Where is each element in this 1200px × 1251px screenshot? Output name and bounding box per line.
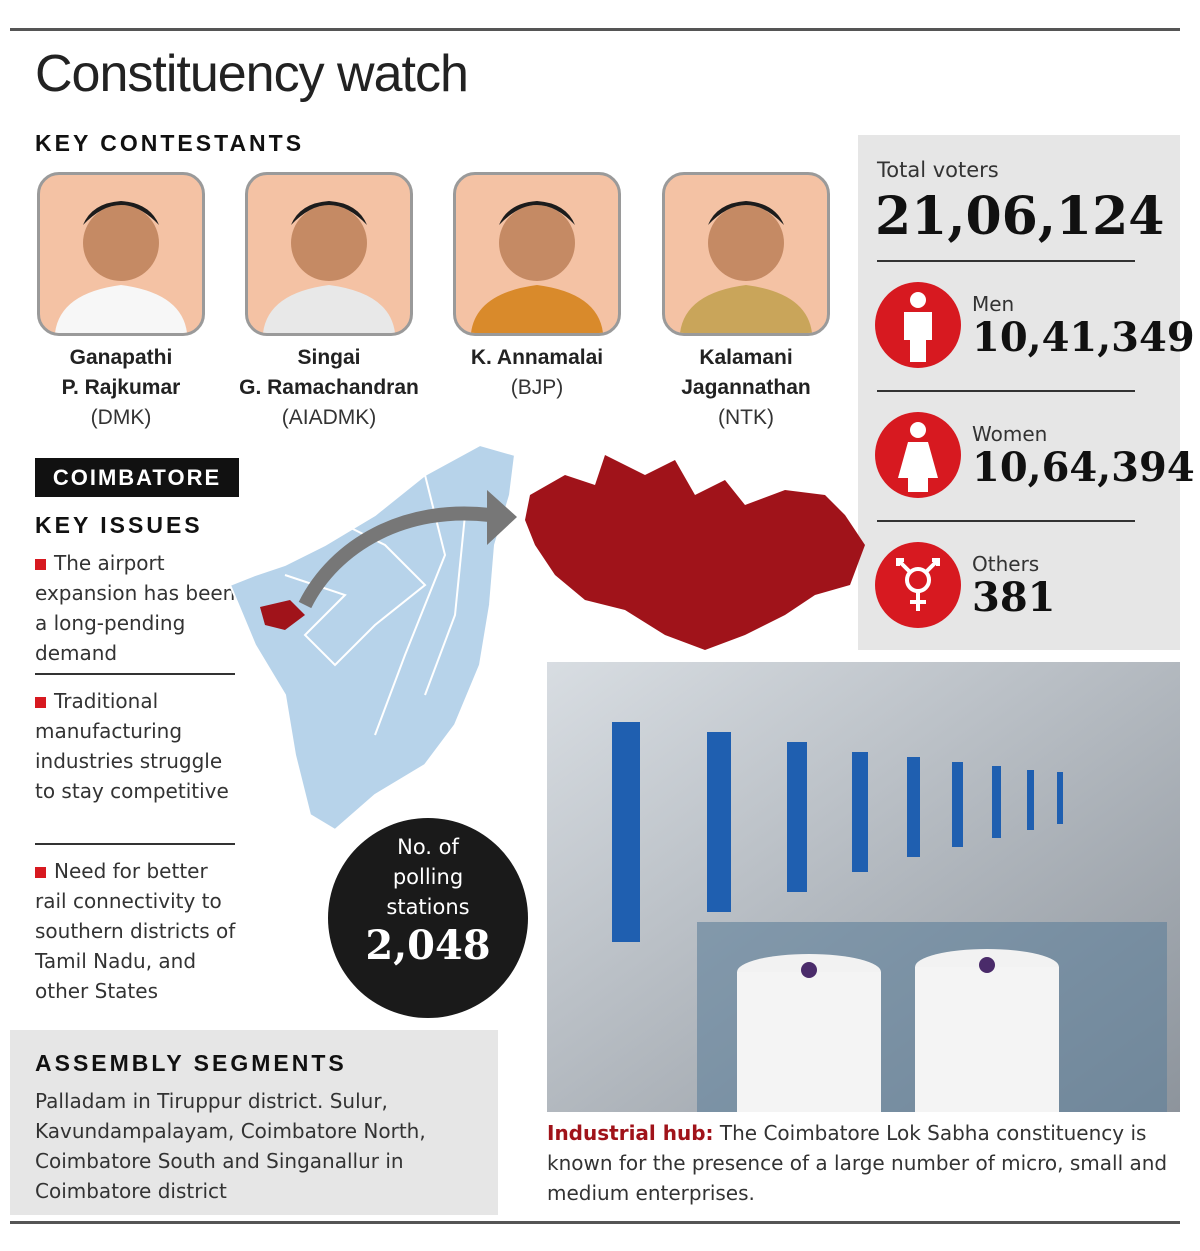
top-rule bbox=[10, 28, 1180, 31]
contestant-name: K. Annamalai (BJP) bbox=[422, 343, 652, 403]
coimbatore-highlight bbox=[260, 600, 305, 630]
party: (DMK) bbox=[90, 406, 152, 429]
party: (NTK) bbox=[718, 406, 774, 429]
map bbox=[228, 443, 865, 832]
issue: Traditional manufacturing industries str… bbox=[35, 686, 240, 806]
contestant-photo bbox=[453, 172, 621, 336]
divider bbox=[35, 843, 235, 845]
contestant-name: Kalamani Jagannathan (NTK) bbox=[631, 343, 861, 433]
divider bbox=[877, 390, 1135, 392]
name-line: Singai bbox=[297, 346, 361, 369]
contestants-heading: KEY CONTESTANTS bbox=[35, 130, 305, 156]
divider bbox=[35, 673, 235, 675]
contestant-name: Ganapathi P. Rajkumar (DMK) bbox=[6, 343, 236, 433]
issue: The airport expansion has been a long-pe… bbox=[35, 548, 240, 668]
group-label: Women bbox=[972, 422, 1048, 446]
polling-value: 2,048 bbox=[365, 922, 491, 969]
group-value: 10,64,394 bbox=[972, 444, 1195, 491]
assembly-heading: ASSEMBLY SEGMENTS bbox=[35, 1050, 347, 1076]
group-label: Men bbox=[972, 292, 1015, 316]
gender-icons bbox=[875, 282, 961, 628]
divider bbox=[877, 260, 1135, 262]
tamil-nadu-map bbox=[228, 443, 517, 832]
caption: Industrial hub: The Coimbatore Lok Sabha… bbox=[547, 1118, 1172, 1208]
issue: Need for better rail connectivity to sou… bbox=[35, 856, 240, 1006]
name-line: Kalamani bbox=[699, 346, 793, 369]
portrait bbox=[471, 201, 603, 333]
name-line: P. Rajkumar bbox=[61, 376, 181, 399]
group-value: 10,41,349 bbox=[972, 314, 1195, 361]
name-line: Ganapathi bbox=[69, 346, 173, 369]
group-label: Others bbox=[972, 552, 1040, 576]
name-line: Jagannathan bbox=[681, 376, 811, 399]
total-label: Total voters bbox=[877, 158, 999, 182]
others-icon bbox=[875, 542, 961, 628]
assembly-text: Palladam in Tiruppur district. Sulur, Ka… bbox=[35, 1089, 426, 1203]
contestant-name: Singai G. Ramachandran (AIADMK) bbox=[214, 343, 444, 433]
caption-text: The Coimbatore Lok Sabha constituency is… bbox=[547, 1121, 1168, 1205]
title: Constituency watch bbox=[35, 45, 469, 103]
issue-text: Need for better rail connectivity to sou… bbox=[35, 859, 236, 1003]
party: (AIADMK) bbox=[281, 406, 377, 429]
contestant-photo bbox=[662, 172, 830, 336]
contestant-photo bbox=[245, 172, 413, 336]
issue-text: The airport expansion has been a long-pe… bbox=[35, 551, 236, 665]
party: (BJP) bbox=[510, 376, 564, 399]
portrait bbox=[263, 201, 395, 333]
name-line: G. Ramachandran bbox=[239, 376, 419, 399]
issue-text: Traditional manufacturing industries str… bbox=[35, 689, 229, 803]
name-line: K. Annamalai bbox=[470, 346, 604, 369]
polling-circle bbox=[328, 818, 528, 1018]
factory-photo bbox=[547, 662, 1180, 1112]
divider bbox=[877, 520, 1135, 522]
group-value: 381 bbox=[972, 574, 1056, 621]
district-label: COIMBATORE bbox=[35, 458, 239, 497]
assembly-box bbox=[10, 1030, 498, 1215]
bottom-rule bbox=[10, 1221, 1180, 1224]
polling-label: No. of polling stations bbox=[386, 835, 470, 919]
coimbatore-map bbox=[525, 455, 865, 650]
portrait bbox=[680, 201, 812, 333]
total-voters: 21,06,124 bbox=[875, 186, 1165, 247]
portrait bbox=[55, 201, 187, 333]
contestant-photo bbox=[37, 172, 205, 336]
caption-lead: Industrial hub: bbox=[547, 1121, 714, 1145]
issues-heading: KEY ISSUES bbox=[35, 512, 203, 538]
